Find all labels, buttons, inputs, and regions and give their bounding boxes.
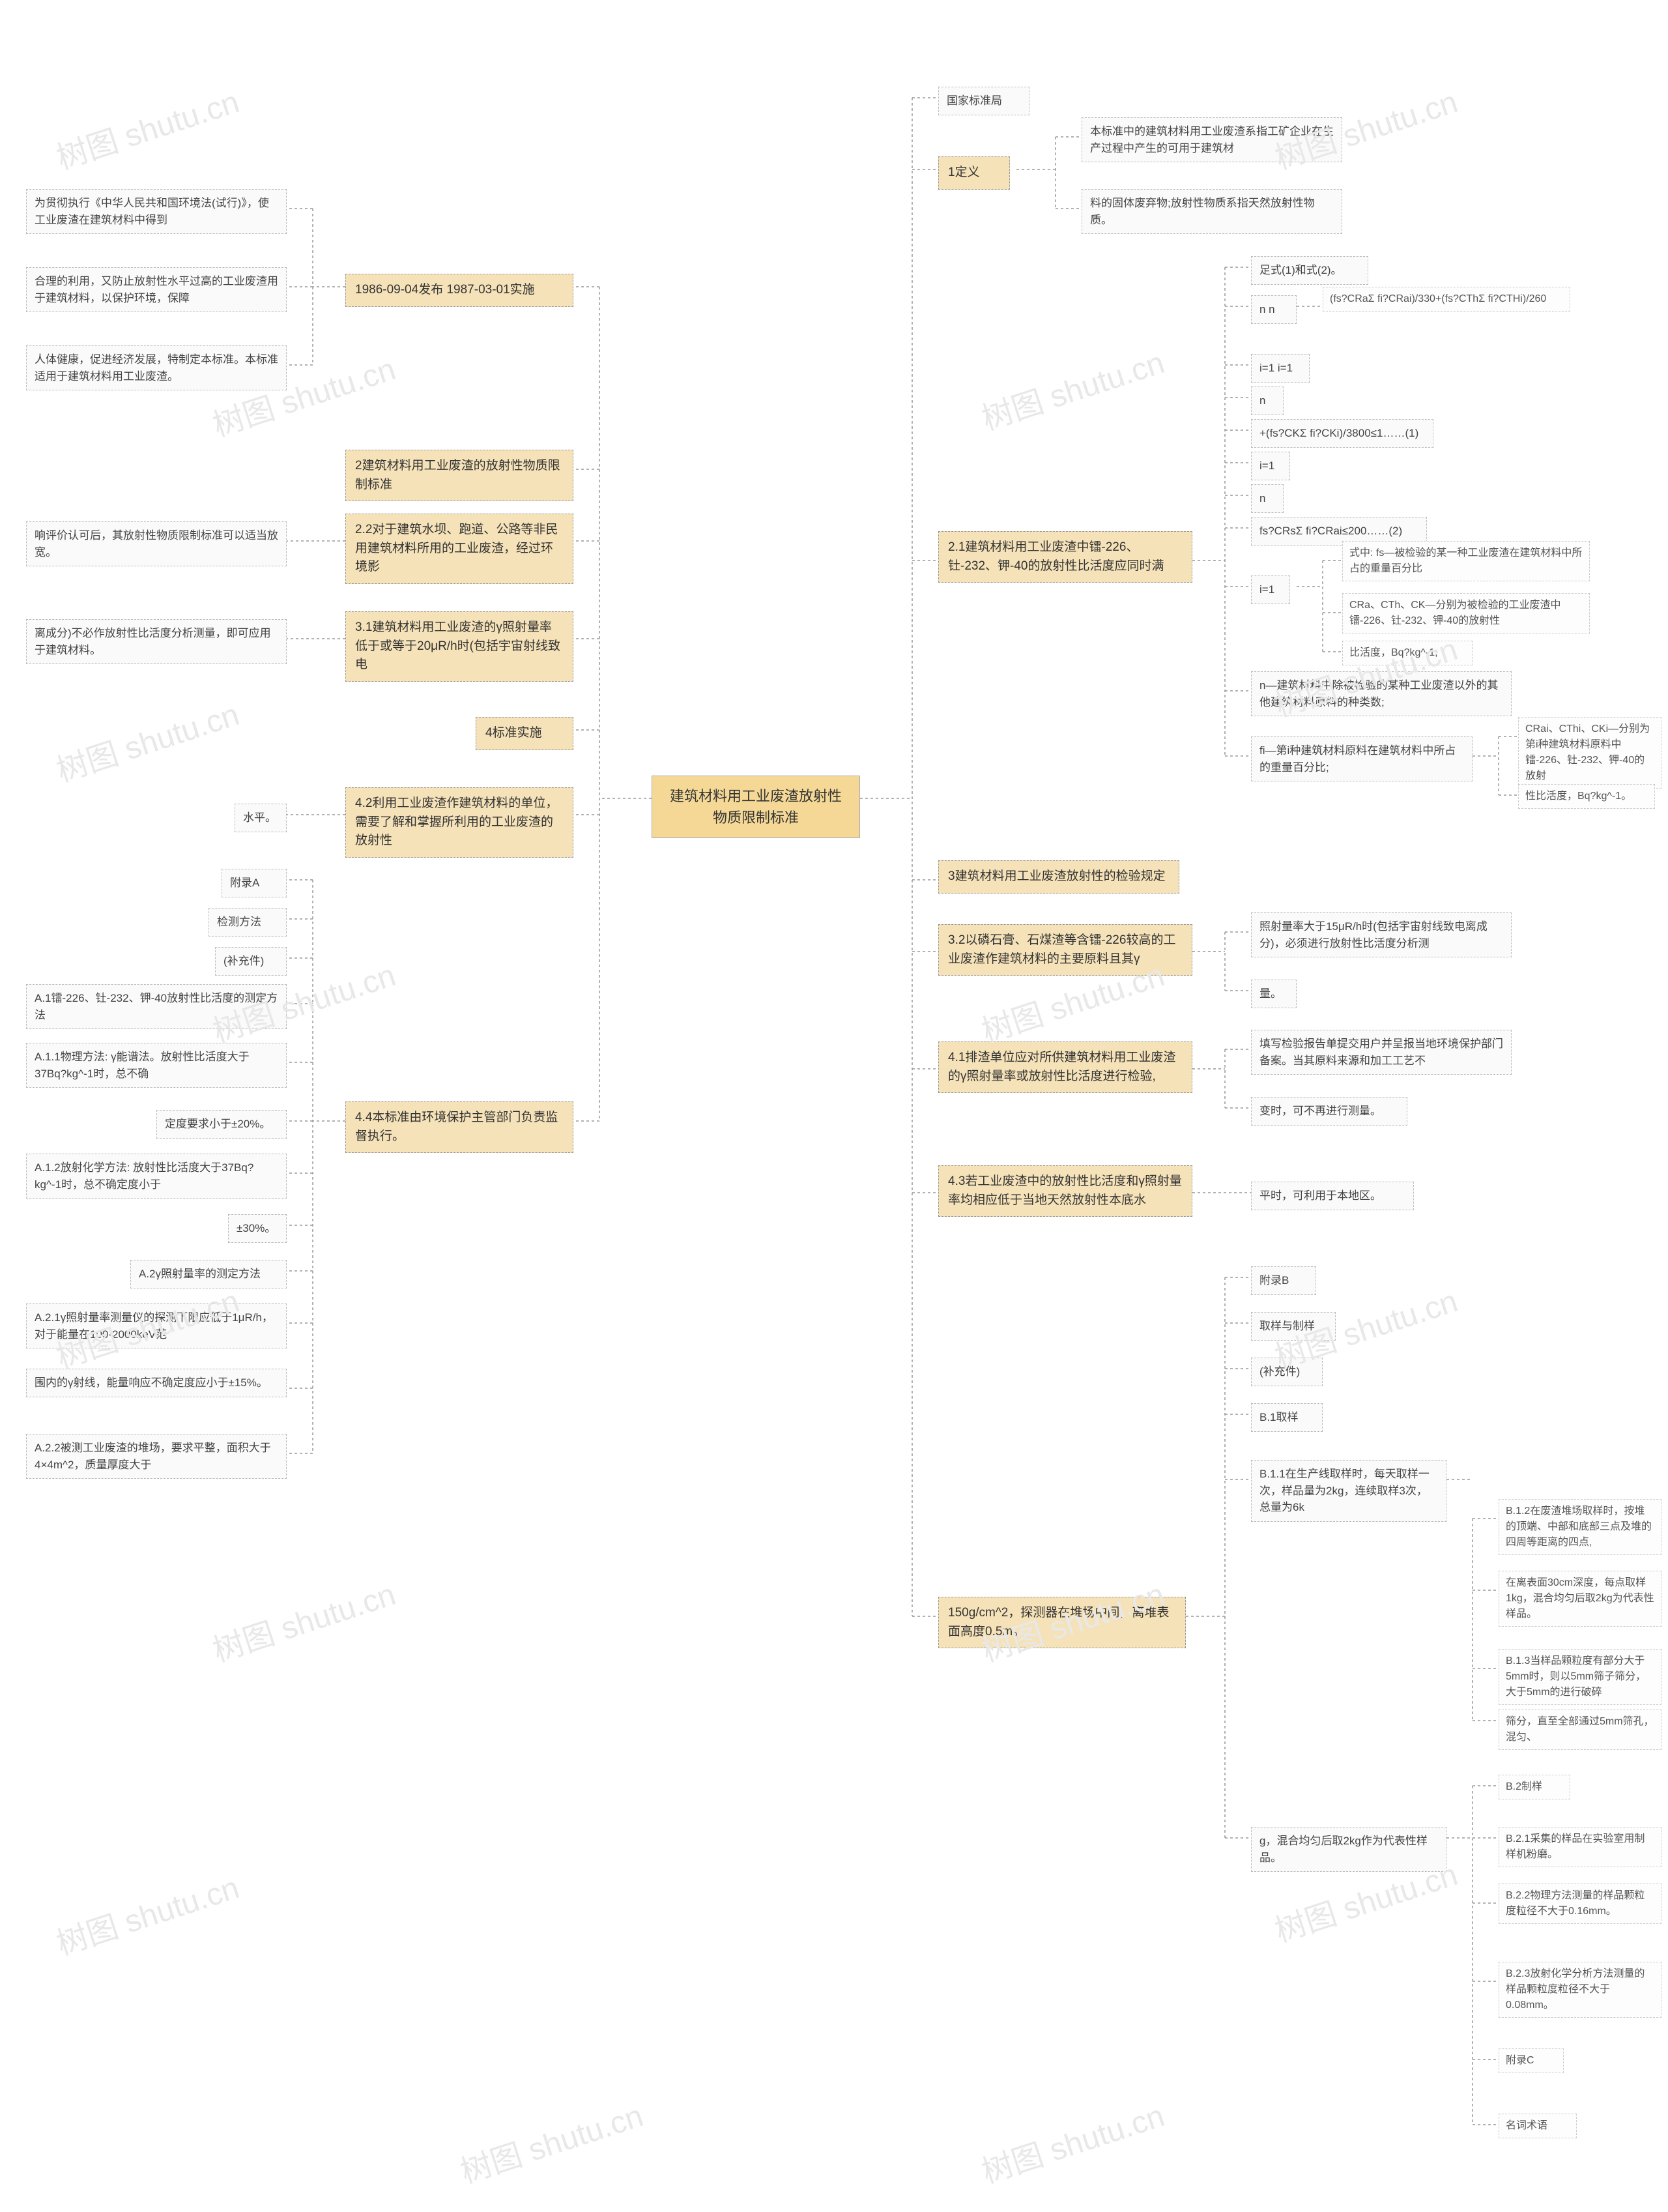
node-r7f6[interactable]: 名词术语	[1499, 2114, 1577, 2138]
node-r7e1[interactable]: B.1.2在废渣堆场取样时，按堆的顶端、中部和底部三点及堆的四周等距离的四点,	[1499, 1499, 1661, 1555]
node-l2[interactable]: 2.2对于建筑水坝、跑道、公路等非民用建筑材料所用的工业废渣，经过环境影	[345, 514, 573, 584]
node-r7e2[interactable]: 在离表面30cm深度，每点取样1kg，混合均匀后取2kg为代表性样品。	[1499, 1571, 1661, 1627]
node-l0[interactable]: 1986-09-04发布 1987-03-01实施	[345, 274, 573, 307]
node-l6b[interactable]: 检测方法	[208, 908, 287, 937]
node-l5a[interactable]: 水平。	[235, 804, 287, 832]
node-r7e3[interactable]: B.1.3当样品颗粒度有部分大于5mm时，则以5mm筛子筛分，大于5mm的进行破…	[1499, 1649, 1661, 1705]
node-r2g[interactable]: n	[1251, 484, 1284, 513]
node-r7[interactable]: 150g/cm^2，探测器在堆场中间，离堆表面高度0.5m。	[938, 1597, 1186, 1648]
node-l1[interactable]: 2建筑材料用工业废渣的放射性物质限制标准	[345, 450, 573, 501]
node-r7f3[interactable]: B.2.2物理方法测量的样品颗粒度粒径不大于0.16mm。	[1499, 1884, 1661, 1924]
node-l6k[interactable]: 围内的γ射线，能量响应不确定度应小于±15%。	[26, 1369, 287, 1397]
node-r4a[interactable]: 照射量率大于15μR/h时(包括宇宙射线致电离成分)，必须进行放射性比活度分析测	[1251, 912, 1512, 957]
node-r2d[interactable]: n	[1251, 386, 1284, 415]
node-l6h[interactable]: ±30%。	[228, 1214, 287, 1243]
node-r2i2[interactable]: CRa、CTh、CK—分别为被检验的工业废渣中镭-226、钍-232、钾-40的…	[1342, 593, 1590, 633]
node-r5a[interactable]: 填写检验报告单提交用户并呈报当地环境保护部门备案。当其原料来源和加工工艺不	[1251, 1030, 1512, 1075]
node-r7e[interactable]: B.1.1在生产线取样时，每天取样一次，样品量为2kg，连续取样3次，总量为6k	[1251, 1460, 1446, 1522]
node-r1[interactable]: 1定义	[938, 156, 1010, 190]
mindmap-canvas: 建筑材料用工业废渣放射性物质限制标准 国家标准局 1定义 本标准中的建筑材料用工…	[0, 0, 1668, 2212]
root-node[interactable]: 建筑材料用工业废渣放射性物质限制标准	[652, 776, 860, 838]
node-r4b[interactable]: 量。	[1251, 980, 1297, 1008]
node-r4[interactable]: 3.2以磷石膏、石煤渣等含镭-226较高的工业废渣作建筑材料的主要原料且其γ	[938, 924, 1192, 976]
node-r2j[interactable]: n—建筑材料中除被检验的某种工业废渣以外的其他建筑材料原料的种类数;	[1251, 671, 1512, 716]
node-r2k1[interactable]: CRai、CThi、CKi—分别为第i种建筑材料原料中镭-226、钍-232、钾…	[1518, 717, 1661, 789]
node-r2i[interactable]: i=1	[1251, 575, 1290, 604]
node-r1b[interactable]: 料的固体废弃物;放射性物质系指天然放射性物质。	[1082, 189, 1342, 234]
node-r2b[interactable]: n n	[1251, 295, 1297, 324]
node-r6[interactable]: 4.3若工业废渣中的放射性比活度和γ照射量率均相应低于当地天然放射性本底水	[938, 1165, 1192, 1217]
node-l5[interactable]: 4.2利用工业废渣作建筑材料的单位，需要了解和掌握所利用的工业废渣的放射性	[345, 787, 573, 858]
node-r2i1[interactable]: 式中: fs—被检验的某一种工业废渣在建筑材料中所占的重量百分比	[1342, 541, 1590, 581]
node-l6[interactable]: 4.4本标准由环境保护主管部门负责监督执行。	[345, 1101, 573, 1153]
node-r7a[interactable]: 附录B	[1251, 1266, 1316, 1295]
node-l6a[interactable]: 附录A	[222, 869, 287, 897]
node-l6e[interactable]: A.1.1物理方法: γ能谱法。放射性比活度大于37Bq?kg^-1时，总不确	[26, 1043, 287, 1088]
connector-lines	[0, 0, 1668, 2212]
node-l6c[interactable]: (补充件)	[215, 947, 287, 976]
node-r2c[interactable]: i=1 i=1	[1251, 354, 1310, 383]
node-r7f2[interactable]: B.2.1采集的样品在实验室用制样机粉磨。	[1499, 1827, 1661, 1867]
node-l6d[interactable]: A.1镭-226、钍-232、钾-40放射性比活度的测定方法	[26, 984, 287, 1029]
node-l0a[interactable]: 为贯彻执行《中华人民共和国环境法(试行)》，使工业废渣在建筑材料中得到	[26, 189, 287, 234]
node-l3a[interactable]: 离成分)不必作放射性比活度分析测量，即可应用于建筑材料。	[26, 619, 287, 664]
node-r6a[interactable]: 平时，可利用于本地区。	[1251, 1182, 1414, 1210]
node-r5[interactable]: 4.1排渣单位应对所供建筑材料用工业废渣的γ照射量率或放射性比活度进行检验,	[938, 1041, 1192, 1093]
node-r7d[interactable]: B.1取样	[1251, 1403, 1323, 1432]
node-l0c[interactable]: 人体健康，促进经济发展，特制定本标准。本标准适用于建筑材料用工业废渣。	[26, 345, 287, 390]
node-r2b1[interactable]: (fs?CRaΣ fi?CRai)/330+(fs?CThΣ fi?CTHi)/…	[1323, 287, 1570, 312]
node-r7b[interactable]: 取样与制样	[1251, 1312, 1336, 1341]
node-l0b[interactable]: 合理的利用，又防止放射性水平过高的工业废渣用于建筑材料，以保护环境，保障	[26, 267, 287, 312]
node-l6f[interactable]: 定度要求小于±20%。	[156, 1110, 287, 1139]
node-r3[interactable]: 3建筑材料用工业废渣放射性的检验规定	[938, 860, 1179, 894]
node-r2i3[interactable]: 比活度，Bq?kg^-1;	[1342, 641, 1473, 665]
node-r2k[interactable]: fi—第i种建筑材料原料在建筑材料中所占的重量百分比;	[1251, 736, 1473, 781]
node-l4[interactable]: 4标准实施	[476, 717, 573, 750]
node-l6j[interactable]: A.2.1γ照射量率测量仪的探测下限应低于1μR/h，对于能量在100-2000…	[26, 1303, 287, 1348]
node-r2e[interactable]: +(fs?CKΣ fi?CKi)/3800≤1……(1)	[1251, 419, 1433, 448]
node-r7e4[interactable]: 筛分，直至全部通过5mm筛孔，混匀、	[1499, 1710, 1661, 1750]
node-r7f[interactable]: g，混合均匀后取2kg作为代表性样品。	[1251, 1827, 1446, 1872]
node-r7f4[interactable]: B.2.3放射化学分析方法测量的样品颗粒度粒径不大于0.08mm。	[1499, 1962, 1661, 2018]
node-l6g[interactable]: A.1.2放射化学方法: 放射性比活度大于37Bq?kg^-1时，总不确定度小于	[26, 1154, 287, 1199]
node-l2a[interactable]: 响评价认可后，其放射性物质限制标准可以适当放宽。	[26, 521, 287, 566]
node-r7f1[interactable]: B.2制样	[1499, 1775, 1570, 1799]
node-r2k2[interactable]: 性比活度，Bq?kg^-1。	[1518, 784, 1655, 809]
node-l6i[interactable]: A.2γ照射量率的测定方法	[130, 1260, 287, 1288]
node-r0[interactable]: 国家标准局	[938, 87, 1029, 115]
node-r2f[interactable]: i=1	[1251, 452, 1290, 480]
node-r5b[interactable]: 变时，可不再进行测量。	[1251, 1097, 1407, 1126]
node-r7c[interactable]: (补充件)	[1251, 1358, 1323, 1386]
node-r7f5[interactable]: 附录C	[1499, 2048, 1564, 2073]
node-r2[interactable]: 2.1建筑材料用工业废渣中镭-226、钍-232、钾-40的放射性比活度应同时满	[938, 531, 1192, 583]
node-r2a[interactable]: 足式(1)和式(2)。	[1251, 256, 1368, 285]
node-r1a[interactable]: 本标准中的建筑材料用工业废渣系指工矿企业在生产过程中产生的可用于建筑材	[1082, 117, 1342, 162]
node-l6l[interactable]: A.2.2被测工业废渣的堆场，要求平整，面积大于4×4m^2，质量厚度大于	[26, 1434, 287, 1479]
node-l3[interactable]: 3.1建筑材料用工业废渣的γ照射量率低于或等于20μR/h时(包括宇宙射线致电	[345, 611, 573, 682]
